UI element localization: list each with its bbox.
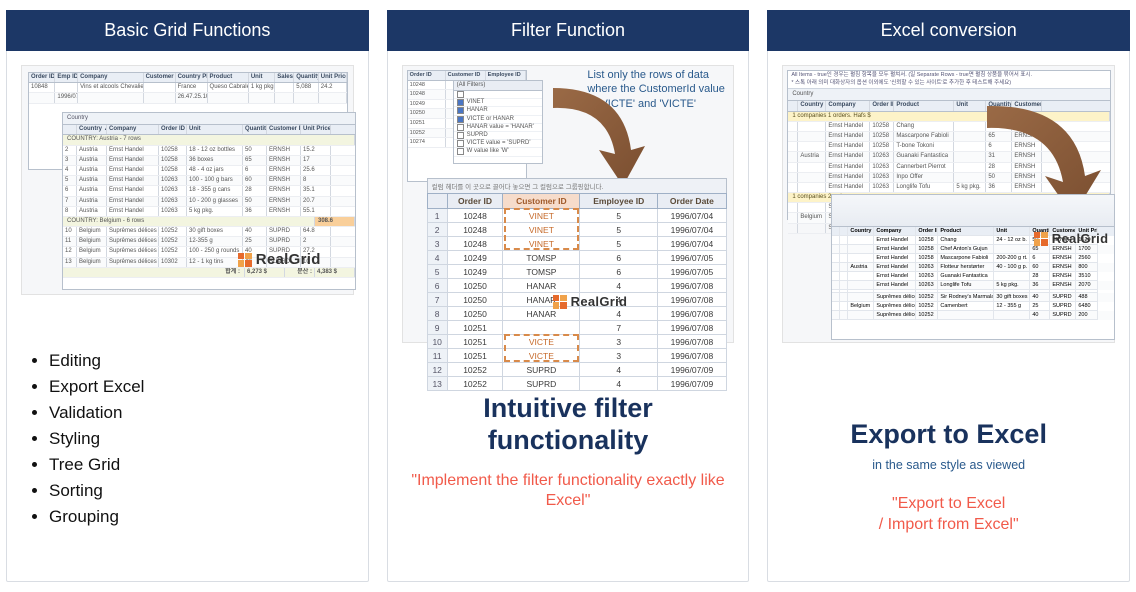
realgrid-logo-icon — [553, 295, 567, 309]
topgrid-grouphdr: Country — [788, 89, 1110, 101]
filtered-grid: Order IDCustomer IDEmployee IDOrder Date… — [427, 193, 727, 391]
card3-screenshot: All Items - true인 경우는 펼침 항목을 모두 펼쳐서. (일 … — [782, 65, 1115, 343]
realgrid-logo-icon — [238, 253, 252, 267]
checkbox-icon[interactable] — [457, 140, 464, 147]
brand-text: RealGrid — [256, 251, 321, 268]
filter-option[interactable]: VINET — [454, 99, 542, 107]
card1-screenshot: Order IDEmp IDCompanyCustomer IDCountry … — [21, 65, 354, 295]
feature-item: Tree Grid — [49, 455, 354, 475]
checkbox-icon[interactable] — [457, 124, 464, 131]
card2-body: Order IDCustomer IDEmployee ID 102485102… — [388, 51, 749, 581]
feature-item: Validation — [49, 403, 354, 423]
checkbox-icon[interactable] — [457, 116, 464, 123]
checkbox-icon[interactable] — [457, 148, 464, 155]
card-basic-grid: Basic Grid Functions Order IDEmp IDCompa… — [6, 10, 369, 582]
filter-option-label: HANAR value = 'HANAR' — [467, 124, 534, 131]
filter-option[interactable]: VICTE or HANAR — [454, 116, 542, 124]
realgrid-logo-icon — [1034, 232, 1048, 246]
filter-option[interactable] — [454, 91, 542, 99]
excel-window: CountryCompanyOrder IDProductUnitQuantit… — [831, 194, 1115, 340]
filter-option[interactable]: VICTE value = 'SUPRD' — [454, 140, 542, 148]
card2-title: Filter Function — [387, 10, 750, 51]
checkbox-icon[interactable] — [457, 91, 464, 98]
filter-option-label: VICTE value = 'SUPRD' — [467, 140, 531, 147]
feature-item: Editing — [49, 351, 354, 371]
filter-popup-header: (All Filters) — [454, 81, 542, 91]
feature-item: Grouping — [49, 507, 354, 527]
filter-option[interactable]: SUPRD — [454, 132, 542, 140]
filtered-caption: 컬럼 헤더를 이 곳으로 끌어다 놓으면 그 컬럼으로 그룹핑합니다. — [427, 178, 727, 193]
filter-option-label: W value like 'W' — [467, 148, 509, 155]
card3-title: Excel conversion — [767, 10, 1130, 51]
cards-row: Basic Grid Functions Order IDEmp IDCompa… — [6, 10, 1130, 582]
card2-screenshot: Order IDCustomer IDEmployee ID 102485102… — [402, 65, 735, 343]
export-quote-l1: "Export to Excel — [892, 495, 1005, 512]
realgrid-brand-3: RealGrid — [1034, 231, 1109, 246]
card1-body: Order IDEmp IDCompanyCustomer IDCountry … — [7, 51, 368, 581]
checkbox-icon[interactable] — [457, 99, 464, 106]
topgrid-info2: * 스톡 아래 의미 대화상자의 옵션 이외에도 '신뢰할 수 있는 사이트'로… — [788, 80, 1110, 90]
feature-item: Export Excel — [49, 377, 354, 397]
feature-list: Editing Export Excel Validation Styling Tree… — [21, 345, 354, 533]
brand-text: RealGrid — [571, 294, 628, 309]
export-quote: "Export to Excel / Import from Excel" — [782, 494, 1115, 536]
card1-title: Basic Grid Functions — [6, 10, 369, 51]
filter-annotation: List only the rows of data where the Cus… — [587, 68, 727, 111]
realgrid-brand-2: RealGrid — [553, 294, 628, 309]
checkbox-icon[interactable] — [457, 107, 464, 114]
filter-option[interactable]: HANAR value = 'HANAR' — [454, 124, 542, 132]
filter-option-label: VICTE or HANAR — [467, 116, 514, 123]
export-caption: in the same style as viewed — [782, 458, 1115, 472]
filter-popup[interactable]: (All Filters) VINETHANAR VICTE or HANARHA… — [453, 80, 543, 164]
checkbox-icon[interactable] — [457, 132, 464, 139]
realgrid-brand: RealGrid — [238, 251, 321, 268]
feature-item: Styling — [49, 429, 354, 449]
brand-text: RealGrid — [1052, 231, 1109, 246]
feature-item: Sorting — [49, 481, 354, 501]
filter-quote: "Implement the filter functionality exac… — [402, 471, 735, 511]
card-filter: Filter Function Order IDCustomer IDEmplo… — [387, 10, 750, 582]
excel-ribbon — [832, 195, 1114, 227]
topgrid-info1: All Items - true인 경우는 펼침 항목을 모두 펼쳐서. (일 … — [788, 71, 1110, 80]
filter-option-label: SUPRD — [467, 132, 488, 139]
filter-option-label: VINET — [467, 99, 485, 106]
filter-option[interactable]: W value like 'W' — [454, 148, 542, 156]
filter-headline: Intuitive filter functionality — [402, 393, 735, 457]
export-quote-l2: / Import from Excel" — [879, 516, 1019, 533]
filtered-grid-wrap: 컬럼 헤더를 이 곳으로 끌어다 놓으면 그 컬럼으로 그룹핑합니다. Orde… — [427, 178, 727, 391]
card-excel: Excel conversion All Items - true인 경우는 펼… — [767, 10, 1130, 582]
group-drop-header: Country — [63, 113, 355, 125]
filter-option[interactable]: HANAR — [454, 107, 542, 115]
export-headline: Export to Excel — [782, 419, 1115, 450]
filter-option-label: HANAR — [467, 107, 488, 114]
card3-body: All Items - true인 경우는 펼침 항목을 모두 펼쳐서. (일 … — [768, 51, 1129, 581]
